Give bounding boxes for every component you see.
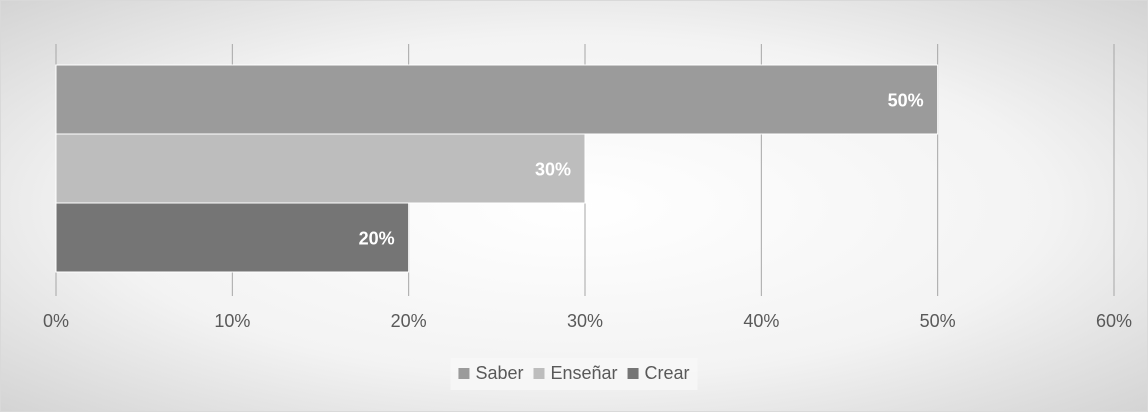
x-tick-label: 30% [567, 311, 603, 331]
bar-enseñar [56, 134, 585, 203]
x-tick-label: 60% [1096, 311, 1132, 331]
x-tick-label: 10% [214, 311, 250, 331]
legend-swatch-enseñar [533, 368, 544, 379]
data-label: 30% [535, 160, 571, 180]
legend-swatch-saber [458, 368, 469, 379]
bar-crear [56, 203, 409, 272]
x-tick-label: 50% [920, 311, 956, 331]
x-tick-label: 0% [43, 311, 69, 331]
legend-label: Crear [645, 363, 690, 383]
legend: Saber Enseñar Crear [450, 358, 697, 390]
legend-label: Saber [475, 363, 523, 383]
legend-swatch-crear [628, 368, 639, 379]
bar-saber [56, 65, 938, 134]
data-label: 20% [359, 229, 395, 249]
legend-label: Enseñar [550, 363, 617, 383]
data-label: 50% [888, 91, 924, 111]
x-tick-label: 40% [743, 311, 779, 331]
x-tick-label: 20% [391, 311, 427, 331]
